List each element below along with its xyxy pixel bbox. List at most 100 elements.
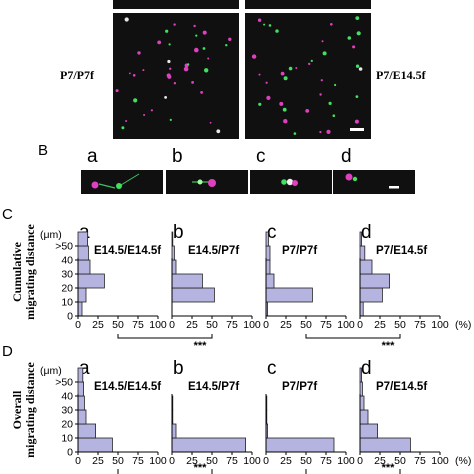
cell-dot [263,23,266,26]
cell-dots-a-right [251,16,363,135]
cell-dot [216,129,221,134]
cell-dot [228,37,232,41]
cell-dot [168,43,171,46]
subpanel-letter: c [267,222,277,243]
cell-dot [275,29,279,33]
cell-dot [268,24,272,27]
cell-dot [125,120,128,122]
cell-dot [150,109,153,112]
cell-dot [355,95,359,98]
x-tick-label: 0 [263,319,269,331]
x-tick-label: 25 [280,455,292,467]
histogram-bar [359,273,391,289]
x-tick-label: 75 [414,455,426,467]
subpanel-letter: d [361,358,372,379]
cell-dot [310,59,313,63]
chart-title: P7/E14.5f [376,245,427,257]
y-tick-label: 40 [61,255,73,267]
micrograph-a-right [245,13,371,139]
micrograph-a-left [113,13,239,139]
cell-dot [282,107,287,112]
x-tick-label: 50 [206,455,218,467]
cell-b-b [192,179,216,187]
cell-dot [167,59,171,64]
micrograph-b-c [250,170,332,194]
cell-dot [202,30,207,35]
cell-dot [358,67,363,71]
chart-title: E14.5/P7f [188,381,239,393]
cell-dot [283,119,288,124]
histogram-bar [359,231,363,247]
cell-dots-a-left [115,17,232,134]
cell-dot [157,40,162,45]
chart-title: E14.5/P7f [188,245,239,257]
histogram-bar [265,437,335,453]
histogram-bar [359,395,365,411]
cell-dot [207,57,210,60]
cell-dot [308,62,311,66]
significance-bracket [305,334,401,339]
chart-title: E14.5/E14.5f [94,381,161,393]
micrograph-b-b [166,170,248,194]
cell-dot [115,89,119,93]
cell-dot [283,76,288,81]
cell-dot [166,73,171,78]
cell-dot [193,24,196,28]
panel-b-letter: B [38,142,49,159]
cell-dot [355,16,360,20]
micrograph-b-d [333,170,415,194]
y-tick-label: 0 [67,447,73,459]
cell-dot [347,36,352,40]
cell-dot [169,67,172,70]
histogram-bar [265,287,313,303]
cell-dot [258,73,261,76]
cell-dot [137,51,141,55]
cell-dot [326,129,331,134]
cell-dot [354,119,359,124]
x-tick-label: 100 [431,319,449,331]
x-tick-label: 0 [169,455,175,467]
x-tick-label: 75 [132,319,144,331]
histogram-bar [359,259,373,275]
histogram-bar [171,245,175,261]
cell-dot [191,81,194,84]
significance-stars: *** [382,462,396,474]
x-tick-label: 0 [75,319,81,331]
histogram-bar [265,245,271,261]
cell-dot [334,83,337,87]
y-tick-label: >50 [55,377,73,389]
cell-dot [293,132,297,135]
histogram-bar [171,287,215,303]
cell-dot [320,79,323,82]
cell-dot [164,96,167,99]
histogram-bar [77,259,91,275]
x-tick-label: 100 [337,319,355,331]
histogram-bar [77,231,88,247]
histogram-bar [77,301,83,317]
cell-dot [330,23,333,26]
cell-dot [251,54,257,59]
cell-dot [257,18,262,22]
cell-dot [200,91,203,94]
histogram-bar [265,259,271,275]
x-tick-label: 50 [300,319,312,331]
cell-dot [319,130,322,134]
panel-a-right-label: P7/E14.5f [376,68,426,82]
x-tick-label: 25 [374,319,386,331]
histogram-bar [359,245,366,261]
x-tick-label: 100 [243,319,261,331]
histogram-bar [359,381,363,397]
y-tick-label: 30 [61,269,73,281]
x-tick-label: 25 [92,319,104,331]
histogram-bar [171,231,174,247]
cell-dot [288,66,293,71]
chart-title: P7/P7f [282,245,317,257]
x-tick-label: 0 [263,455,269,467]
x-tick-label: 50 [112,455,124,467]
x-tick-label: 0 [357,455,363,467]
x-tick-label: 75 [414,319,426,331]
histogram-bar [171,259,177,275]
x-tick-label: 25 [186,319,198,331]
panel-b-sub-a: a [87,146,98,167]
cell-dot [124,17,129,22]
